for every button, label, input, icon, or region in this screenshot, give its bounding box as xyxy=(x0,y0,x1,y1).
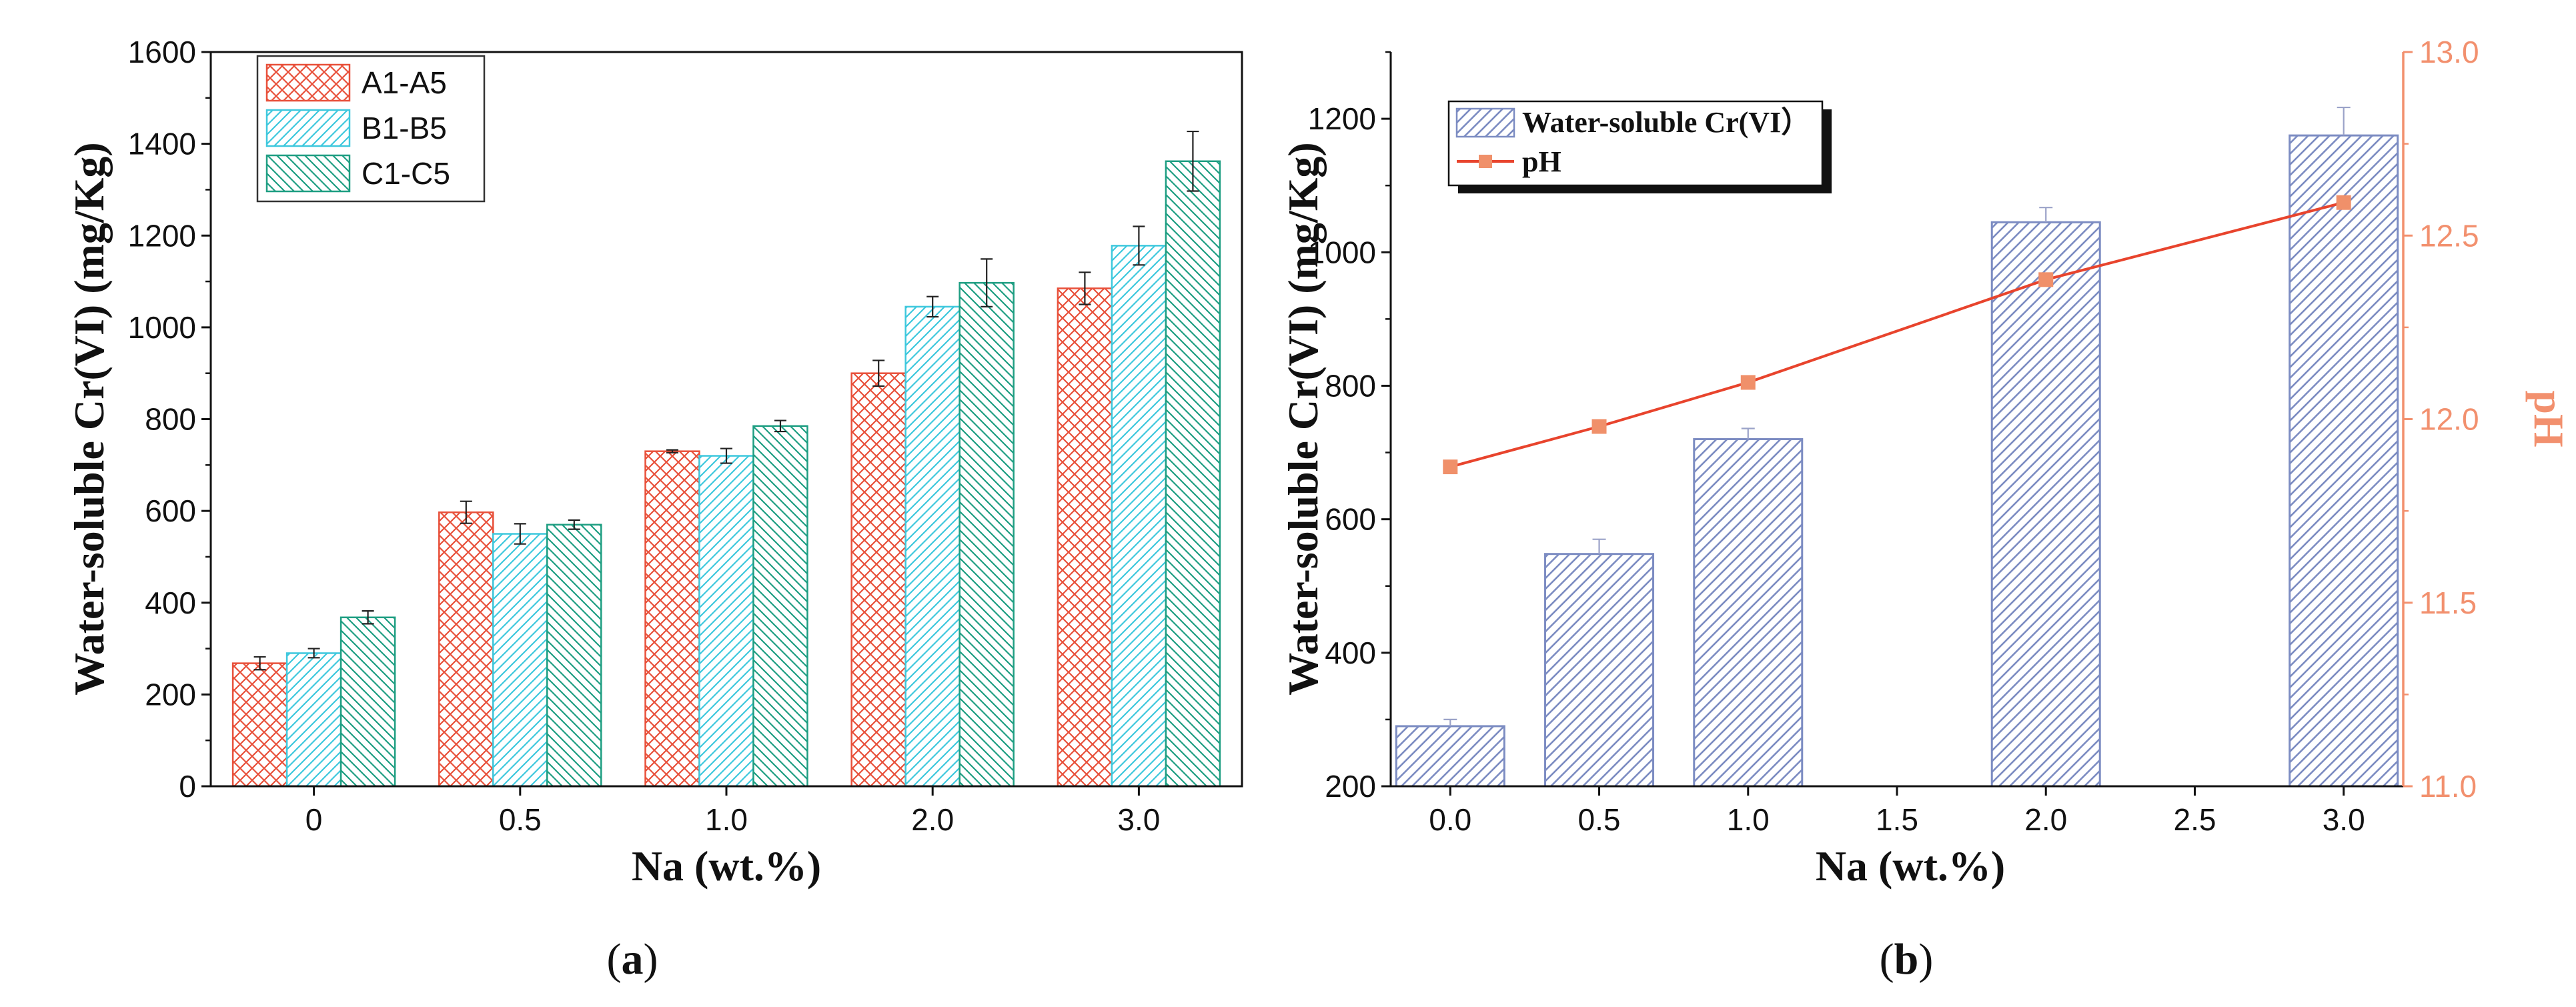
panel-a-x-ticks: 0 0.5 1.0 2.0 3.0 xyxy=(305,786,1160,837)
x-tick-label-0-5: 0.5 xyxy=(1578,802,1621,837)
ph-marker-1-0 xyxy=(1740,375,1756,390)
panel-b-ph-markers xyxy=(1443,195,2351,475)
x-tick-label-1-5: 1.5 xyxy=(1876,802,1918,837)
legend-swatch-a1-a5 xyxy=(265,63,351,102)
panel-a-y-ticks: 0 200 400 600 800 1000 1200 1400 1600 xyxy=(128,35,211,804)
right-y-tick-label-13-0: 13.0 xyxy=(2419,35,2479,69)
legend-swatch-water-soluble-crvi xyxy=(1455,107,1515,138)
x-tick-label-0-0: 0.0 xyxy=(1429,802,1471,837)
panel-b-right-y-ticks: 11.0 11.5 12.0 12.5 13.0 xyxy=(2403,35,2479,804)
y-tick-label-1600: 1600 xyxy=(128,35,196,69)
legend-label-b1-b5: B1-B5 xyxy=(362,111,447,145)
x-tick-label-1-0: 1.0 xyxy=(1727,802,1770,837)
bar-a1-a5-1-0 xyxy=(644,450,700,788)
legend-swatch-c1-c5 xyxy=(265,154,351,193)
x-tick-label-0: 0 xyxy=(305,802,323,837)
panel-b-ph-line xyxy=(1449,201,2345,468)
x-tick-label-3-0: 3.0 xyxy=(2323,802,2365,837)
y-tick-label-1400: 1400 xyxy=(128,127,196,161)
ph-marker-0-5 xyxy=(1591,419,1607,434)
right-y-tick-label-11-0: 11.0 xyxy=(2419,769,2477,804)
bar-c1-c5-2-0 xyxy=(958,281,1015,788)
ph-marker-0-0 xyxy=(1443,459,1458,475)
y-tick-label-1000: 1000 xyxy=(128,310,196,345)
x-tick-label-0-5: 0.5 xyxy=(499,802,542,837)
bar-crvi-2-0 xyxy=(1990,221,2101,788)
bar-a1-a5-0 xyxy=(231,662,288,788)
right-y-tick-label-12-5: 12.5 xyxy=(2419,218,2479,253)
y-tick-label-200: 200 xyxy=(145,677,196,712)
bar-crvi-0-0 xyxy=(1395,725,1505,788)
bar-c1-c5-1-0 xyxy=(752,425,808,788)
y-tick-label-1200: 1200 xyxy=(1308,101,1376,136)
x-tick-label-2-0: 2.0 xyxy=(2024,802,2067,837)
y-tick-label-600: 600 xyxy=(1325,502,1376,537)
panel-a-legend: A1-A5 B1-B5 C1-C5 xyxy=(256,55,486,203)
bar-a1-a5-2-0 xyxy=(850,372,906,788)
bar-a1-a5-0-5 xyxy=(438,511,494,788)
panel-a-label: (a) xyxy=(607,935,658,984)
panel-b-y-axis-title: Water-soluble Cr(VI) (mg/Kg) xyxy=(1279,142,1327,695)
panel-b-x-axis-title: Na (wt.%) xyxy=(1816,842,2005,890)
right-y-tick-label-11-5: 11.5 xyxy=(2419,586,2477,620)
y-tick-label-400: 400 xyxy=(1325,636,1376,670)
ph-marker-3-0 xyxy=(2336,195,2351,210)
panel-b-x-ticks: 0.0 0.5 1.0 1.5 2.0 2.5 3.0 xyxy=(1429,786,2365,837)
panel-a-y-axis-title: Water-soluble Cr(VI) (mg/Kg) xyxy=(65,142,113,695)
chart-panel-b: 200 400 600 800 1000 1200 11.0 11.5 12.0 12.5 13.… xyxy=(1279,35,2573,984)
y-tick-label-1200: 1200 xyxy=(128,218,196,253)
y-tick-label-0: 0 xyxy=(179,769,196,804)
panel-a-x-axis-title: Na (wt.%) xyxy=(632,842,821,890)
legend-swatch-b1-b5 xyxy=(265,109,351,147)
x-tick-label-2-0: 2.0 xyxy=(911,802,954,837)
right-y-tick-label-12-0: 12.0 xyxy=(2419,402,2479,437)
chart-panel-a: 0 200 400 600 800 1000 1200 1400 1600 0 0.5 1.0 2.0… xyxy=(65,35,1243,984)
bar-b1-b5-3-0 xyxy=(1111,245,1167,788)
x-tick-label-1-0: 1.0 xyxy=(705,802,748,837)
y-tick-label-600: 600 xyxy=(145,493,196,528)
bar-c1-c5-3-0 xyxy=(1165,160,1221,788)
bar-crvi-0-5 xyxy=(1544,553,1655,788)
panel-a-bars xyxy=(231,160,1221,788)
legend-label-ph: pH xyxy=(1522,145,1561,178)
panel-b-left-y-ticks: 200 400 600 800 1000 1200 xyxy=(1308,51,1391,804)
legend-label-c1-c5: C1-C5 xyxy=(362,156,450,191)
y-tick-label-800: 800 xyxy=(145,402,196,437)
panel-a-error-bars xyxy=(253,130,1199,671)
bar-a1-a5-3-0 xyxy=(1057,287,1113,788)
panel-b-bars xyxy=(1395,134,2399,788)
panel-b-legend: Water-soluble Cr(VI） pH xyxy=(1447,100,1832,193)
bar-crvi-1-0 xyxy=(1693,438,1804,788)
bar-c1-c5-0 xyxy=(340,616,396,788)
panel-b-right-y-axis-title: pH xyxy=(2525,390,2573,447)
x-tick-label-3-0: 3.0 xyxy=(1117,802,1160,837)
legend-marker-ph xyxy=(1479,155,1492,168)
ph-marker-2-0 xyxy=(2038,272,2054,287)
y-tick-label-400: 400 xyxy=(145,586,196,620)
bar-b1-b5-2-0 xyxy=(904,305,960,788)
x-tick-label-2-5: 2.5 xyxy=(2173,802,2216,837)
bar-b1-b5-0-5 xyxy=(492,533,548,788)
bar-c1-c5-0-5 xyxy=(546,524,602,788)
y-tick-label-200: 200 xyxy=(1325,769,1376,804)
y-tick-label-800: 800 xyxy=(1325,368,1376,403)
y-tick-label-1000: 1000 xyxy=(1308,235,1376,269)
legend-label-a1-a5: A1-A5 xyxy=(362,65,447,100)
legend-label-water-soluble-crvi: Water-soluble Cr(VI） xyxy=(1522,106,1810,139)
panel-b-error-bars xyxy=(1443,106,2351,726)
bar-crvi-3-0 xyxy=(2289,134,2399,788)
bar-b1-b5-1-0 xyxy=(698,455,754,788)
panel-b-label: (b) xyxy=(1880,935,1934,984)
bar-b1-b5-0 xyxy=(285,652,342,788)
